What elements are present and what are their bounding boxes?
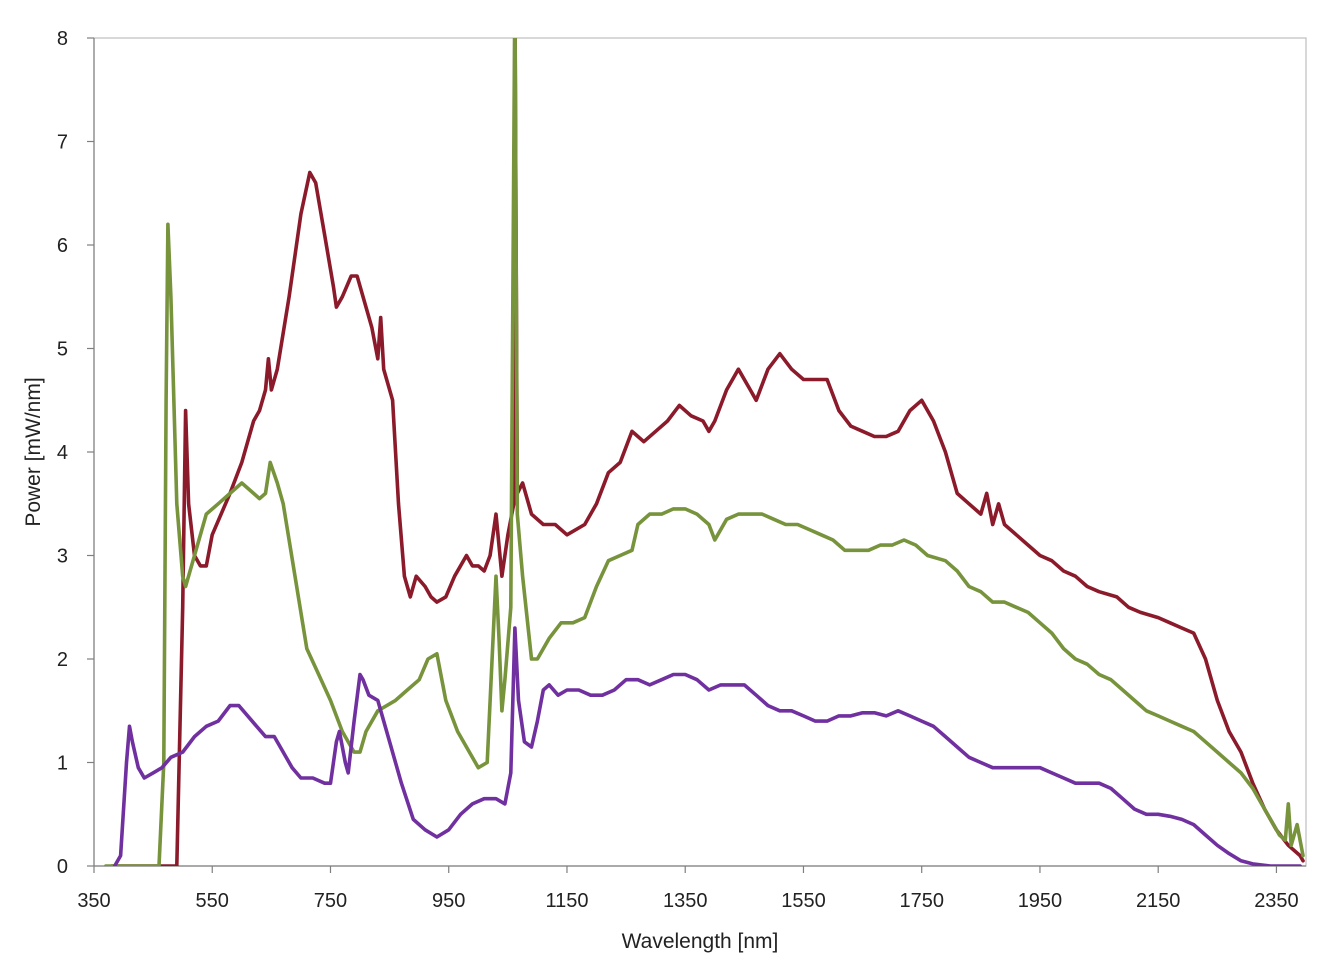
x-tick-label: 2150 <box>1136 890 1181 912</box>
y-tick-label: 0 <box>57 856 68 878</box>
y-axis-title: Power [mW/nm] <box>22 377 45 526</box>
y-tick-label: 7 <box>57 132 68 154</box>
series-line-2 <box>104 38 1305 866</box>
y-tick-label: 8 <box>57 28 68 50</box>
y-tick-label: 4 <box>57 442 68 464</box>
series-group <box>104 38 1305 866</box>
x-tick-label: 1350 <box>663 890 708 912</box>
y-tick-label: 6 <box>57 235 68 257</box>
x-tick-label: 1550 <box>781 890 826 912</box>
y-tick-label: 5 <box>57 339 68 361</box>
y-tick-label: 3 <box>57 546 68 568</box>
x-tick-label: 1750 <box>899 890 944 912</box>
x-tick-label: 550 <box>196 890 229 912</box>
x-axis: 350 550 750 950 1150 1350 1550 1750 1950 2150 2350 <box>77 865 1306 912</box>
series-line-1 <box>109 38 1305 866</box>
x-tick-label: 750 <box>314 890 347 912</box>
x-axis-title: Wavelength [nm] <box>622 930 779 953</box>
series-line-3 <box>112 626 1302 866</box>
x-tick-label: 2350 <box>1254 890 1299 912</box>
y-axis: 0 1 2 3 4 5 6 7 8 <box>57 28 95 878</box>
x-tick-label: 1150 <box>545 890 588 912</box>
x-tick-label: 950 <box>432 890 465 912</box>
y-tick-label: 1 <box>57 753 68 775</box>
x-tick-label: 1950 <box>1018 890 1063 912</box>
x-tick-label: 350 <box>77 890 110 912</box>
y-tick-label: 2 <box>57 649 68 671</box>
